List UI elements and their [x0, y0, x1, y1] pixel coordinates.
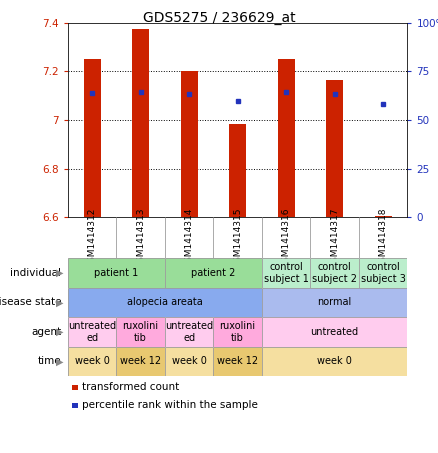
FancyBboxPatch shape [165, 347, 213, 376]
Bar [278, 59, 295, 217]
Text: ▶: ▶ [56, 297, 64, 308]
FancyBboxPatch shape [262, 258, 311, 288]
Bar [374, 216, 392, 217]
FancyBboxPatch shape [213, 347, 262, 376]
Text: week 0: week 0 [172, 356, 207, 366]
Bar [326, 80, 343, 217]
Text: individual: individual [11, 268, 61, 278]
Text: ruxolini
tib: ruxolini tib [219, 321, 256, 342]
Text: patient 2: patient 2 [191, 268, 236, 278]
Text: control
subject 3: control subject 3 [360, 262, 406, 284]
Text: percentile rank within the sample: percentile rank within the sample [82, 400, 258, 410]
FancyBboxPatch shape [68, 317, 117, 347]
Text: GDS5275 / 236629_at: GDS5275 / 236629_at [143, 11, 295, 25]
Text: transformed count: transformed count [82, 382, 179, 392]
FancyBboxPatch shape [165, 317, 213, 347]
Text: untreated
ed: untreated ed [165, 321, 213, 342]
Text: ▶: ▶ [56, 327, 64, 337]
Text: normal: normal [318, 297, 352, 308]
FancyBboxPatch shape [68, 288, 262, 317]
FancyBboxPatch shape [68, 347, 117, 376]
Bar [229, 124, 246, 217]
Text: week 12: week 12 [217, 356, 258, 366]
Text: time: time [38, 356, 61, 366]
Text: control
subject 1: control subject 1 [264, 262, 308, 284]
Text: control
subject 2: control subject 2 [312, 262, 357, 284]
Text: GSM1414317: GSM1414317 [330, 207, 339, 268]
FancyBboxPatch shape [68, 258, 165, 288]
Text: alopecia areata: alopecia areata [127, 297, 203, 308]
Text: ruxolini
tib: ruxolini tib [123, 321, 159, 342]
FancyBboxPatch shape [262, 347, 407, 376]
FancyBboxPatch shape [165, 258, 262, 288]
Text: ▶: ▶ [56, 268, 64, 278]
FancyBboxPatch shape [117, 317, 165, 347]
Text: week 0: week 0 [75, 356, 110, 366]
Text: GSM1414313: GSM1414313 [136, 207, 145, 268]
FancyBboxPatch shape [359, 258, 407, 288]
Text: GSM1414316: GSM1414316 [282, 207, 290, 268]
Text: GSM1414312: GSM1414312 [88, 207, 97, 268]
Text: week 12: week 12 [120, 356, 161, 366]
Text: disease state: disease state [0, 297, 61, 308]
Text: ▶: ▶ [56, 356, 64, 366]
Text: GSM1414318: GSM1414318 [378, 207, 388, 268]
Text: untreated: untreated [311, 327, 359, 337]
Text: week 0: week 0 [317, 356, 352, 366]
FancyBboxPatch shape [262, 288, 407, 317]
Text: GSM1414315: GSM1414315 [233, 207, 242, 268]
Text: patient 1: patient 1 [94, 268, 138, 278]
Text: GSM1414314: GSM1414314 [185, 207, 194, 268]
Bar [132, 29, 149, 217]
Bar [180, 72, 198, 217]
FancyBboxPatch shape [117, 347, 165, 376]
FancyBboxPatch shape [262, 317, 407, 347]
Text: untreated
ed: untreated ed [68, 321, 116, 342]
FancyBboxPatch shape [311, 258, 359, 288]
FancyBboxPatch shape [213, 317, 262, 347]
Bar [84, 59, 101, 217]
Text: agent: agent [31, 327, 61, 337]
